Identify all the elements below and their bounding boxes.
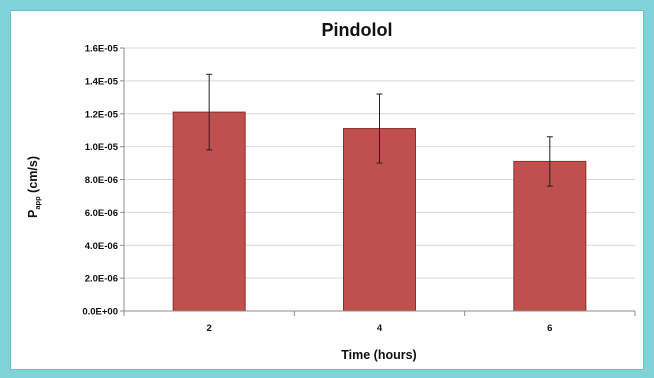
y-tick-label: 1.4E-05 (85, 76, 119, 87)
y-axis-label: Papp (cm/s) (26, 156, 42, 218)
y-tick-label: 4.0E-06 (85, 241, 118, 252)
x-axis-label: Time (hours) (341, 348, 416, 362)
y-axis-label-units: (cm/s) (26, 156, 40, 196)
x-tick-label: 4 (377, 323, 383, 334)
chart-panel: Pindolol 0.0E+00 2.0E-06 4.0E-06 6.0E-06 8.0… (10, 10, 644, 370)
y-axis-label-main: P (26, 210, 40, 218)
y-tick-label: 6.0E-06 (85, 208, 118, 219)
bar-chart: Pindolol 0.0E+00 2.0E-06 4.0E-06 6.0E-06 8.0… (26, 20, 636, 362)
y-tick-label: 1.6E-05 (85, 44, 119, 55)
x-tick-label: 2 (207, 323, 212, 334)
chart-title: Pindolol (322, 20, 393, 40)
y-tick-label: 1.0E-05 (85, 142, 119, 153)
labels-layer: 0.0E+00 2.0E-06 4.0E-06 6.0E-06 8.0E-06 1.0E-… (82, 44, 552, 335)
x-tick-label: 6 (547, 323, 552, 334)
y-tick-label: 1.2E-05 (85, 109, 119, 120)
y-tick-label: 0.0E+00 (82, 307, 118, 318)
axis-layer (120, 47, 636, 316)
y-axis-label-sub: app (33, 196, 42, 210)
y-tick-label: 2.0E-06 (85, 274, 118, 285)
y-tick-label: 8.0E-06 (85, 175, 118, 186)
bars-layer (172, 73, 587, 312)
